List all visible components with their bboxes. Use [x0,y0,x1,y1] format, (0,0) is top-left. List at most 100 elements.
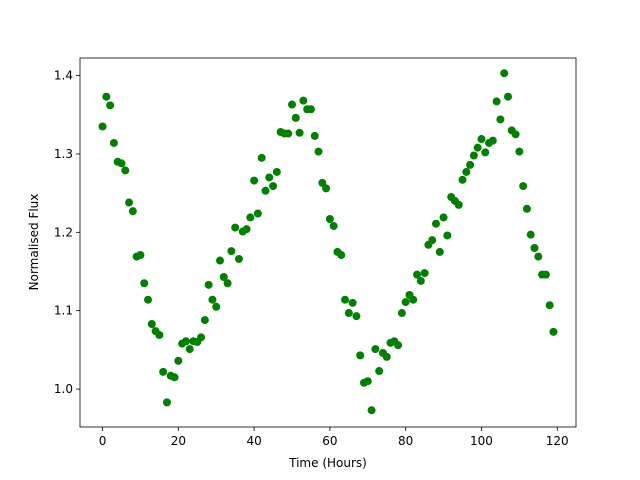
point [325,214,334,223]
point [284,129,293,138]
point [511,130,520,139]
x-tick-label: 120 [546,434,569,448]
x-axis-label: Time (Hours) [288,456,367,470]
point [397,309,406,318]
x-tick-label: 40 [246,434,261,448]
point [341,295,350,304]
point [367,406,376,415]
x-tick-label: 60 [322,434,337,448]
axes-frame [79,57,577,428]
point [242,225,251,234]
point [159,367,168,376]
point [530,243,539,252]
point [515,147,524,156]
point [503,92,512,101]
point [473,143,482,152]
point [375,367,384,376]
y-tick-label: 1.3 [54,147,73,161]
point [155,330,164,339]
point [401,298,410,307]
point [147,320,156,329]
point [291,113,300,122]
point [458,175,467,184]
point [306,105,315,114]
point [212,302,221,311]
x-tick-label: 20 [171,434,186,448]
x-tick-label: 100 [470,434,493,448]
point [409,295,418,304]
point [299,96,308,105]
point [443,231,452,240]
point [526,230,535,239]
point [204,280,213,289]
point [428,236,437,245]
point [469,151,478,160]
point [136,251,145,260]
point [431,219,440,228]
y-tick-label: 1.1 [54,304,73,318]
x-tick-label: 0 [99,434,107,448]
point [261,186,270,195]
point [197,333,206,342]
y-tick-label: 1.2 [54,225,73,239]
point [140,279,149,288]
point [348,298,357,307]
point [420,269,429,278]
point [466,160,475,169]
point [257,153,266,162]
point [549,327,558,336]
point [329,222,338,231]
point [477,135,486,144]
point [250,176,259,185]
point [416,276,425,285]
point [174,356,183,365]
point [541,270,550,279]
point [439,213,448,222]
point [117,159,126,168]
point [216,256,225,265]
point [185,345,194,354]
point [352,312,361,321]
point [481,148,490,157]
y-tick-label: 1.0 [54,382,73,396]
point [106,101,115,110]
point [462,167,471,176]
point [109,138,118,147]
point [234,254,243,263]
point [272,167,281,176]
point [322,184,331,193]
point [522,204,531,213]
point [363,377,372,386]
point [121,166,130,175]
point [170,373,179,382]
point [269,182,278,191]
point [181,337,190,346]
point [144,295,153,304]
point [246,213,255,222]
point [492,97,501,106]
point [534,252,543,261]
point [394,341,403,350]
point [344,309,353,318]
point [253,209,262,218]
point [288,100,297,109]
point [310,131,319,140]
point [231,223,240,232]
point [435,247,444,256]
point [162,398,171,407]
y-tick-label: 1.4 [54,69,73,83]
point [219,272,228,281]
point [488,136,497,145]
point [102,92,111,101]
point [125,198,134,207]
point [128,207,137,216]
point [200,316,209,325]
y-axis-label: Normalised Flux [27,194,41,291]
point [496,115,505,124]
point [545,301,554,310]
point [519,182,528,191]
point [500,69,509,78]
point [223,279,232,288]
point [208,295,217,304]
point [337,251,346,260]
